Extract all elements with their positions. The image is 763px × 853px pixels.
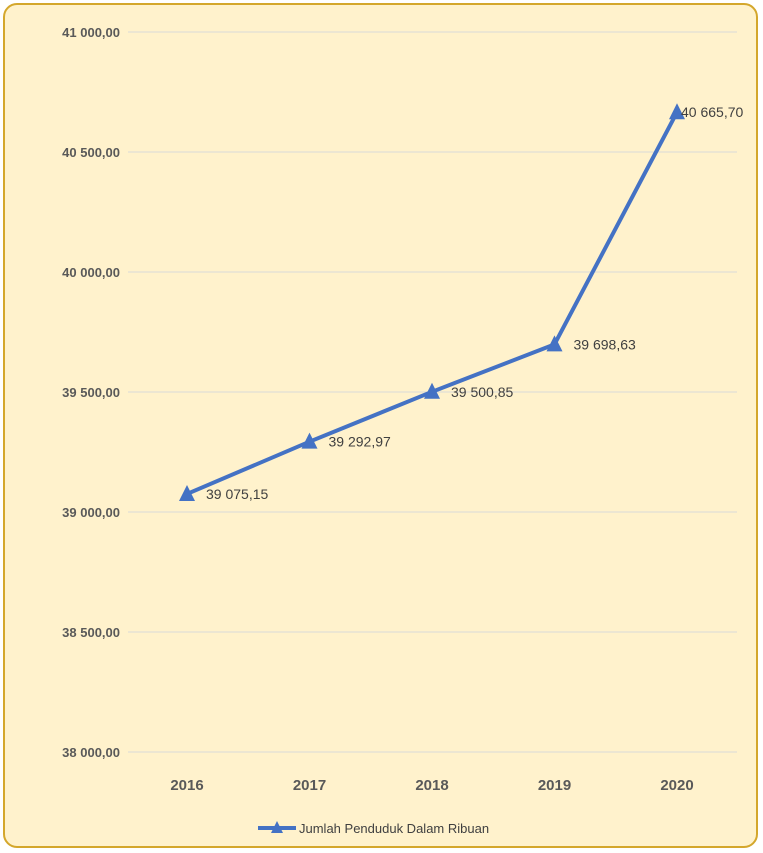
legend: Jumlah Penduduk Dalam Ribuan xyxy=(258,821,489,836)
x-tick-label: 2019 xyxy=(538,777,571,794)
y-tick-label: 38 000,00 xyxy=(62,745,120,760)
y-tick-label: 39 000,00 xyxy=(62,505,120,520)
y-tick-label: 40 500,00 xyxy=(62,145,120,160)
y-axis-ticks: 38 000,00 38 500,00 39 000,00 39 500,00 40 0… xyxy=(62,25,120,760)
data-label: 39 075,15 xyxy=(206,486,268,502)
data-label: 39 292,97 xyxy=(329,434,391,450)
data-label: 39 500,85 xyxy=(451,384,513,400)
gridlines xyxy=(128,31,737,753)
data-point-marker xyxy=(669,103,685,120)
legend-marker xyxy=(271,821,283,833)
data-label: 40 665,70 xyxy=(681,104,743,120)
data-point-marker xyxy=(546,335,563,352)
data-point-marker xyxy=(301,432,318,449)
data-labels: 39 075,15 39 292,97 39 500,85 39 698,63 40 6… xyxy=(206,104,743,502)
series-line xyxy=(186,111,679,496)
x-tick-label: 2020 xyxy=(660,777,693,794)
x-tick-label: 2017 xyxy=(293,777,326,794)
data-label: 39 698,63 xyxy=(574,336,636,352)
legend-label: Jumlah Penduduk Dalam Ribuan xyxy=(299,821,489,836)
data-point-marker xyxy=(179,484,195,501)
y-tick-label: 38 500,00 xyxy=(62,625,120,640)
x-tick-label: 2016 xyxy=(170,777,203,794)
line-chart: 38 000,00 38 500,00 39 000,00 39 500,00 40 0… xyxy=(62,25,743,836)
y-tick-label: 41 000,00 xyxy=(62,25,120,40)
y-tick-label: 39 500,00 xyxy=(62,385,120,400)
series-plot xyxy=(179,103,685,501)
y-tick-label: 40 000,00 xyxy=(62,265,120,280)
data-point-marker xyxy=(424,382,440,399)
chart-frame: 38 000,00 38 500,00 39 000,00 39 500,00 40 0… xyxy=(3,3,758,848)
x-axis-ticks: 2016 2017 2018 2019 2020 xyxy=(170,777,693,794)
x-tick-label: 2018 xyxy=(415,777,448,794)
